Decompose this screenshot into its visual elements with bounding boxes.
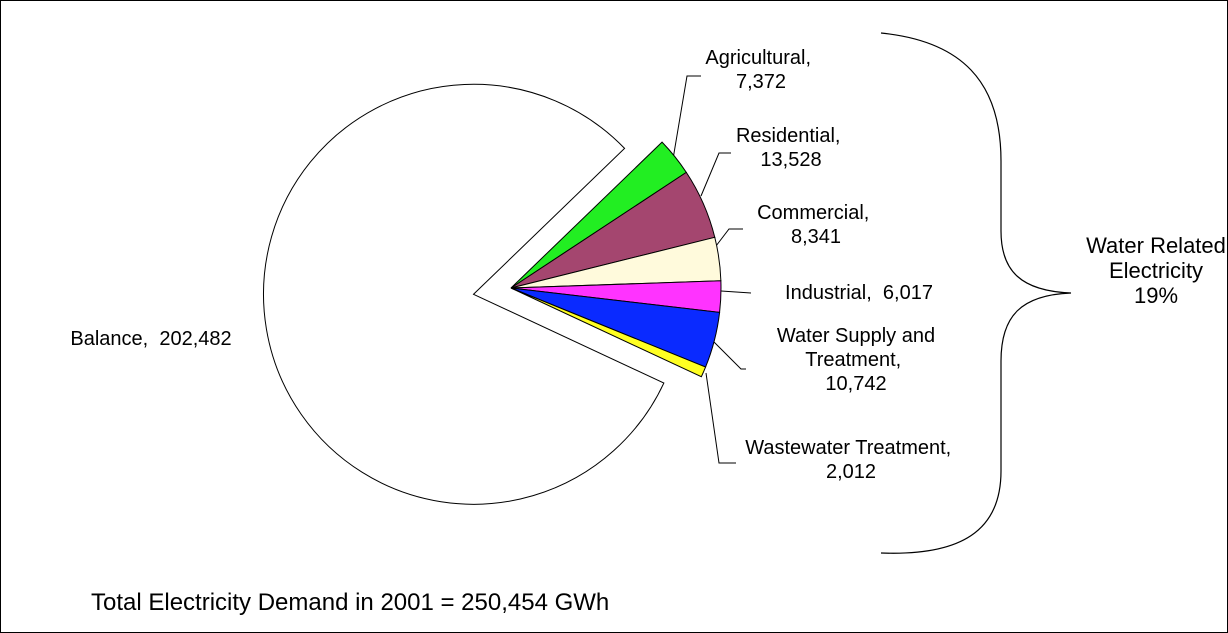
value-label: 7,372 xyxy=(735,71,787,93)
brace xyxy=(880,32,1072,554)
slice-label: Industrial, 6,017 xyxy=(749,281,969,305)
leader-lines xyxy=(670,75,752,464)
value-label: 6,017 xyxy=(882,282,933,304)
category-name: Wastewater Treatment, xyxy=(745,437,952,459)
value-label: 13,528 xyxy=(760,149,822,171)
slice-label: Agricultural, 7,372 xyxy=(691,46,831,94)
slice-label: Balance, 202,482 xyxy=(21,327,281,351)
value-label: 10,742 xyxy=(825,373,887,395)
value-label: 8,341 xyxy=(790,226,842,248)
slice-label: Water Supply and Treatment, 10,742 xyxy=(731,324,981,396)
category-name: Balance, xyxy=(70,328,149,350)
footer: Total Electricity Demand in 2001 = 250,4… xyxy=(91,589,610,616)
pie-slice xyxy=(263,83,665,505)
annotation: Water Related Electricity 19% xyxy=(1086,233,1226,308)
category-name: Industrial, xyxy=(785,282,872,304)
category-name: Commercial, xyxy=(757,202,870,224)
value-label: 202,482 xyxy=(159,328,232,350)
category-name: Agricultural, xyxy=(705,47,812,69)
slice-label: Commercial, 8,341 xyxy=(736,201,896,249)
category-name: Residential, xyxy=(735,125,841,147)
value-label: 2,012 xyxy=(825,461,877,483)
slice-label: Wastewater Treatment, 2,012 xyxy=(736,436,966,484)
slice-label: Residential, 13,528 xyxy=(716,124,866,172)
category-name: Water Supply and Treatment, xyxy=(776,325,936,371)
pie-slice xyxy=(510,287,707,378)
